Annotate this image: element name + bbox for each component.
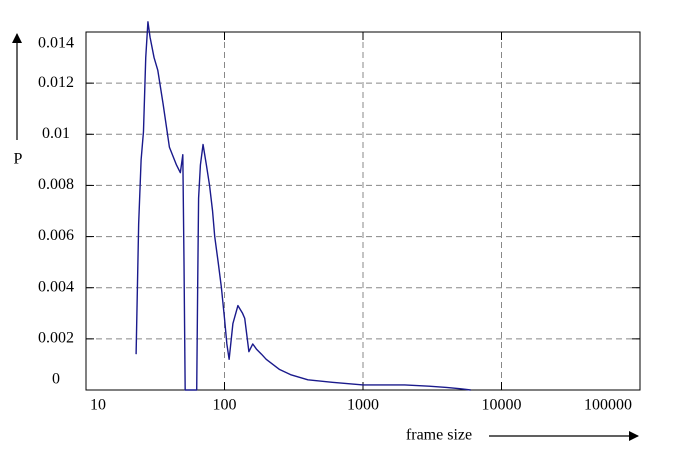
y-tick-label: 0.002 xyxy=(38,330,74,347)
x-tick-label: 1000 xyxy=(347,397,379,414)
data-line xyxy=(135,21,471,391)
x-tick-label: 10000 xyxy=(482,397,522,414)
y-tick-label: 0.006 xyxy=(38,227,74,244)
y-tick-label: 0.012 xyxy=(38,74,74,91)
y-tick-label: 0.004 xyxy=(38,278,74,295)
x-tick-label: 100 xyxy=(213,397,237,414)
x-tick-label: 10 xyxy=(90,397,106,414)
y-tick-label: 0.01 xyxy=(42,125,70,142)
plot-frame xyxy=(85,31,641,391)
y-axis-label: P xyxy=(14,151,23,168)
x-axis-label: frame size xyxy=(406,427,472,444)
y-tick-label: 0 xyxy=(52,371,60,388)
x-tick-label: 100000 xyxy=(584,397,632,414)
y-tick-label: 0.008 xyxy=(38,176,74,193)
y-tick-label: 0.014 xyxy=(38,35,74,52)
